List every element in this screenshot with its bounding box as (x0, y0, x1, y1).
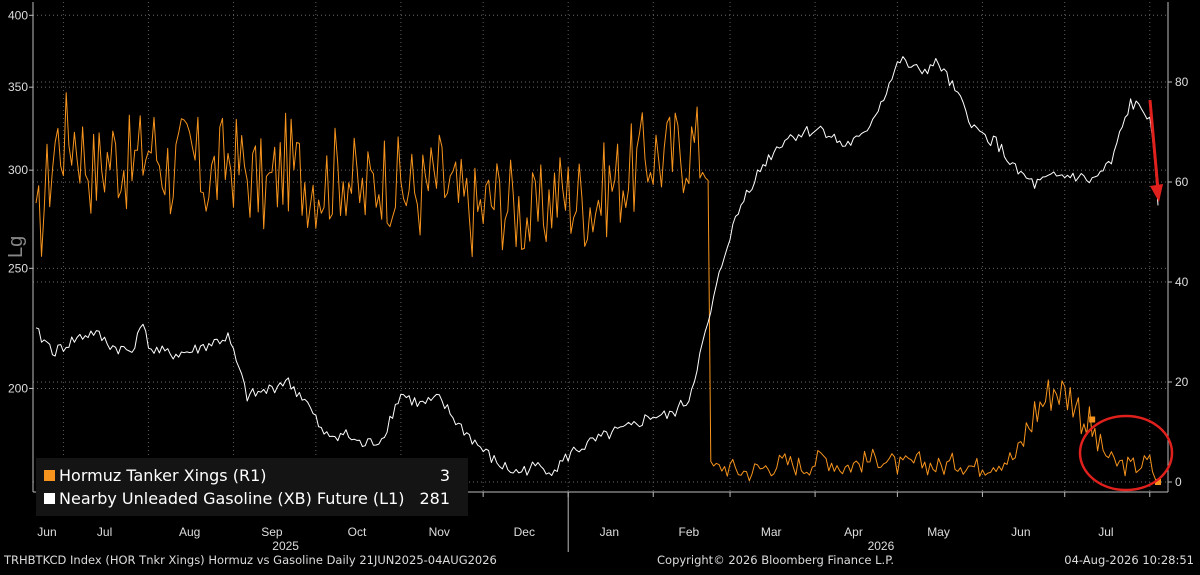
grid-lines (33, 2, 1168, 492)
x-tick-label: Feb (679, 525, 700, 539)
legend-swatch-white (44, 493, 55, 504)
legend-label: Nearby Unleaded Gasoline (XB) Future (L1… (59, 489, 405, 508)
x-tick-label: Nov (429, 525, 450, 539)
footer-timestamp: 04-Aug-2026 10:28:51 (1064, 553, 1194, 567)
x-tick-label: Mar (761, 525, 782, 539)
right-tick-label: 60 (1175, 175, 1189, 189)
x-tick-label: Jul (1098, 525, 1113, 539)
red-arrow-shaft (1150, 100, 1158, 190)
white-line (36, 57, 1158, 476)
right-tick-label: 40 (1175, 275, 1189, 289)
legend-swatch-orange (44, 470, 55, 481)
footer-copyright: Copyright© 2026 Bloomberg Finance L.P. (657, 553, 894, 567)
legend-value: 3 (440, 466, 450, 485)
series-unleaded-gasoline (36, 57, 1158, 476)
x-tick-label: Dec (514, 525, 535, 539)
year-label: 2025 (272, 539, 299, 553)
legend: Hormuz Tanker Xings (R1) 3 Nearby Unlead… (36, 458, 468, 516)
x-tick-label: Sep (261, 525, 283, 539)
axes (33, 2, 1168, 492)
legend-item-hormuz: Hormuz Tanker Xings (R1) 3 (44, 464, 460, 486)
x-tick-label: Oct (348, 525, 367, 539)
orange-line (36, 93, 1158, 482)
right-tick-label: 80 (1175, 75, 1189, 89)
series-hormuz-tanker-xings (36, 93, 1161, 485)
orange-marker (1089, 417, 1095, 423)
x-tick-label: May (927, 525, 950, 539)
footer-source: TRHBTKCD Index (HOR Tnkr Xings) Hormuz v… (4, 553, 497, 567)
x-tick-label: Jan (600, 525, 619, 539)
year-label: 2026 (868, 539, 895, 553)
log-scale-label: Lg (5, 236, 27, 258)
left-tick-label: 250 (8, 261, 28, 275)
x-tick-label: Jun (37, 525, 56, 539)
right-tick-label: 20 (1175, 375, 1189, 389)
left-tick-label: 200 (8, 381, 28, 395)
legend-item-gasoline: Nearby Unleaded Gasoline (XB) Future (L1… (44, 487, 460, 509)
x-tick-label: Aug (179, 525, 200, 539)
left-axis-ticks: 200 250 300 350 400 Lg (5, 8, 33, 395)
left-tick-label: 350 (8, 80, 28, 94)
x-tick-label: Jul (97, 525, 112, 539)
x-tick-label: Jun (1011, 525, 1030, 539)
right-axis-ticks: 0 20 40 60 80 (1168, 75, 1189, 489)
right-tick-label: 0 (1175, 475, 1182, 489)
red-highlight-circle (1080, 416, 1172, 490)
x-tick-label: Apr (844, 525, 863, 539)
left-tick-label: 400 (8, 8, 28, 22)
left-tick-label: 300 (8, 163, 28, 177)
legend-label: Hormuz Tanker Xings (R1) (59, 466, 267, 485)
red-arrow-head (1150, 184, 1163, 202)
legend-value: 281 (419, 489, 450, 508)
